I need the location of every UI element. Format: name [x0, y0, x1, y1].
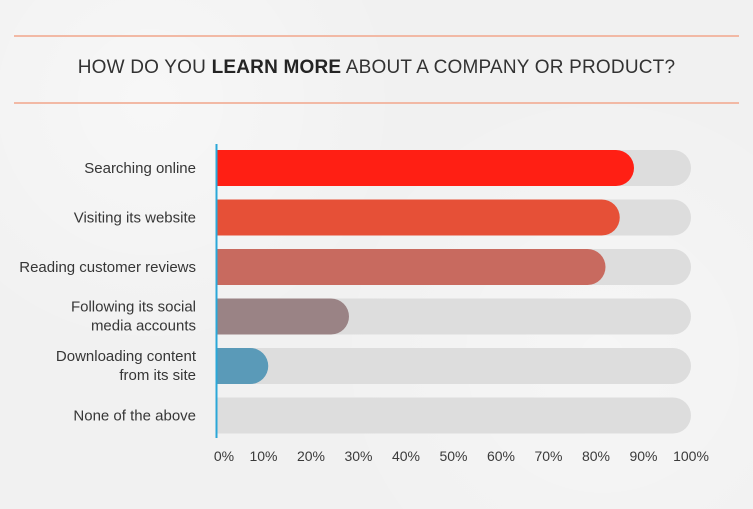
x-tick-label: 40%	[392, 448, 420, 464]
x-tick-label: 30%	[344, 448, 372, 464]
category-label: Visiting its website	[74, 210, 196, 227]
title-highlight: LEARN MORE	[211, 57, 342, 78]
category-label-line: from its site	[119, 367, 196, 384]
top-rule	[14, 35, 739, 37]
x-tick-label: 0%	[214, 448, 234, 464]
bar	[216, 298, 349, 335]
bar	[216, 348, 269, 384]
category-label-line: media accounts	[91, 318, 196, 335]
chart-title: HOW DO YOU LEARN MORE ABOUT A COMPANY OR…	[0, 56, 753, 80]
bottom-rule	[14, 102, 739, 104]
bar	[216, 199, 620, 236]
bar-track	[216, 397, 691, 434]
title-part-2: ABOUT A COMPANY OR PRODUCT?	[341, 57, 676, 78]
category-label-line: Following its social	[71, 299, 196, 316]
bar-tracks	[216, 150, 691, 434]
x-tick-label: 70%	[534, 448, 562, 464]
bars	[216, 150, 634, 384]
bar	[216, 249, 606, 285]
title-part-1: HOW DO YOU	[77, 57, 212, 78]
x-tick-labels: 0% 10% 20% 30% 40% 50% 60% 70% 80% 90% 100%	[214, 448, 709, 464]
category-label: Reading customer reviews	[19, 259, 196, 276]
x-tick-label: 90%	[629, 448, 657, 464]
x-tick-label: 80%	[582, 448, 610, 464]
x-tick-label: 50%	[439, 448, 467, 464]
category-label-line: Reading customer reviews	[19, 259, 196, 276]
bar	[216, 150, 634, 186]
x-tick-label: 60%	[487, 448, 515, 464]
x-tick-label: 10%	[249, 448, 277, 464]
x-tick-label: 100%	[673, 448, 709, 464]
x-tick-label: 20%	[297, 448, 325, 464]
category-label-line: Downloading content	[56, 348, 197, 365]
category-label: Following its social media accounts	[71, 299, 196, 335]
category-label-line: Visiting its website	[74, 210, 196, 227]
category-label-line: Searching online	[84, 160, 196, 177]
category-labels: Searching online Visiting its website Read…	[19, 160, 197, 425]
bar-track	[216, 348, 691, 384]
category-label: Downloading content from its site	[56, 348, 197, 384]
category-label: None of the above	[73, 408, 196, 425]
category-label-line: None of the above	[73, 408, 196, 425]
category-label: Searching online	[84, 160, 196, 177]
